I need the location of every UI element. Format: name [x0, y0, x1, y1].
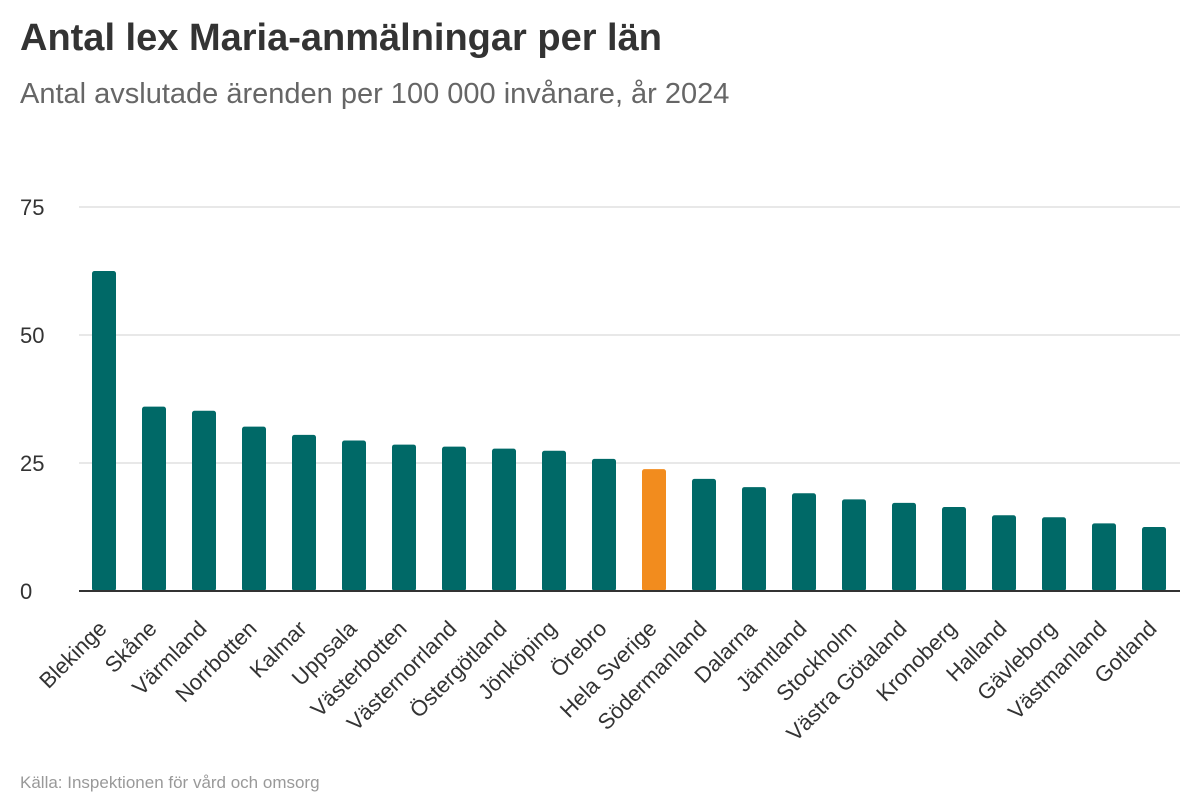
y-tick-label: 75 [20, 195, 44, 220]
bar [292, 434, 316, 591]
bar [1092, 523, 1116, 591]
chart-subtitle: Antal avslutade ärenden per 100 000 invå… [20, 78, 730, 110]
source-note: Källa: Inspektionen för vård och omsorg [20, 773, 320, 792]
y-tick-label: 50 [20, 323, 44, 348]
y-tick-label: 0 [20, 579, 32, 604]
bar [842, 499, 866, 591]
y-tick-label: 25 [20, 451, 44, 476]
bar [792, 493, 816, 591]
bar [992, 515, 1016, 591]
bar [442, 446, 466, 591]
gridlines: 0 25 50 75 [20, 195, 1180, 604]
bar [342, 440, 366, 591]
x-tick-label: Blekinge [34, 616, 111, 693]
bar [692, 478, 716, 591]
bar [142, 406, 166, 591]
bar [1042, 517, 1066, 591]
bar [742, 487, 766, 591]
bars [92, 271, 1166, 591]
bar [892, 502, 916, 591]
bar [942, 507, 966, 591]
category-labels: BlekingeSkåneVärmlandNorrbottenKalmarUpp… [34, 615, 1161, 746]
bar [242, 426, 266, 591]
chart-title: Antal lex Maria-anmälningar per län [20, 17, 662, 59]
bar [1142, 527, 1166, 591]
bar [192, 410, 216, 591]
bar-highlight [642, 469, 666, 591]
bar [392, 444, 416, 591]
bar [592, 458, 616, 591]
bar [542, 450, 566, 591]
bar [492, 448, 516, 591]
bar [92, 271, 116, 591]
